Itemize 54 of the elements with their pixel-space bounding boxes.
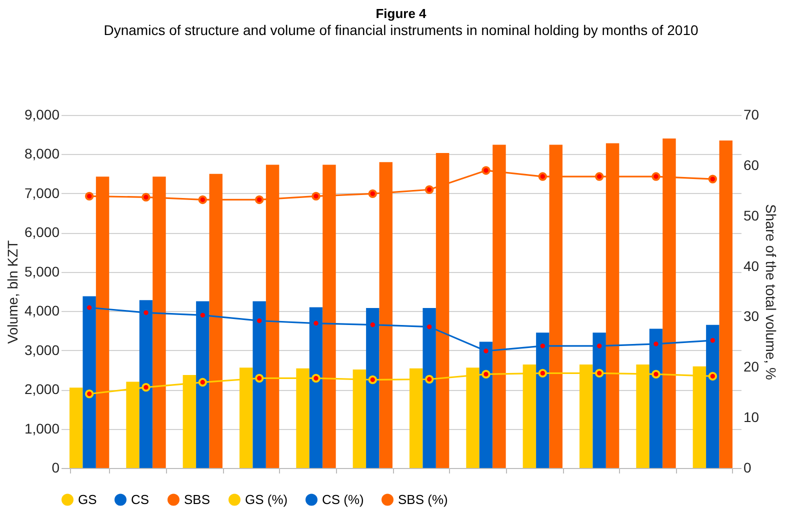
y-tick-label: 5,000: [24, 263, 60, 280]
point: [312, 192, 320, 201]
legend-label: CS (%): [322, 492, 364, 507]
y2-tick-label: 0: [744, 460, 752, 476]
y2-tick-label: 60: [744, 156, 760, 173]
point: [538, 368, 548, 378]
y-tick-label: 2,000: [24, 381, 60, 398]
point: [594, 172, 604, 181]
point: [254, 374, 264, 383]
y-tick-label: 4,000: [24, 302, 60, 319]
y-tick-label: 0: [52, 460, 60, 476]
point: [142, 382, 150, 392]
y-tick-label: 7,000: [24, 184, 60, 201]
y-tick-label: 9,000: [24, 106, 60, 122]
point: [198, 195, 208, 204]
point: [708, 174, 718, 184]
point: [424, 185, 434, 194]
legend-label: SBS: [184, 492, 210, 507]
point: [368, 189, 378, 198]
y2-tick-label: 70: [744, 106, 760, 122]
point: [482, 166, 490, 175]
y-tick-label: 6,000: [24, 224, 60, 240]
y-tick-label: 1,000: [24, 420, 60, 436]
point: [652, 370, 660, 379]
point: [482, 370, 490, 379]
bar: [719, 140, 732, 468]
chart-title: Figure 4: [376, 6, 428, 21]
bar: [70, 388, 83, 468]
chart-subtitle: Dynamics of structure and volume of financial instruments in nominal holding by months of 2010: [104, 22, 698, 38]
point: [708, 372, 718, 381]
y2-tick-label: 50: [744, 207, 760, 224]
point: [84, 390, 94, 398]
point: [652, 172, 660, 181]
y2-tick-label: 30: [744, 308, 760, 324]
point: [538, 172, 548, 181]
y2-tick-label: 20: [744, 358, 760, 375]
y-tick-label: 8,000: [24, 146, 60, 162]
point: [368, 375, 378, 384]
legend-label: GS (%): [245, 492, 288, 507]
point: [312, 374, 320, 383]
point: [142, 192, 150, 202]
y-tick-label: 3,000: [24, 342, 60, 358]
y2-tick-label: 40: [744, 258, 760, 274]
y2-axis-title: Share of the total volume, %: [763, 204, 780, 380]
legend-label: SBS (%): [398, 492, 448, 507]
point: [84, 192, 94, 201]
point: [594, 368, 604, 378]
point: [254, 195, 264, 204]
y2-tick-label: 10: [744, 409, 760, 426]
y-axis-title: Volume, bln KZT: [4, 240, 20, 344]
legend-label: CS: [131, 492, 150, 507]
point: [198, 378, 208, 387]
legend-label: GS: [78, 492, 98, 507]
point: [424, 374, 434, 384]
